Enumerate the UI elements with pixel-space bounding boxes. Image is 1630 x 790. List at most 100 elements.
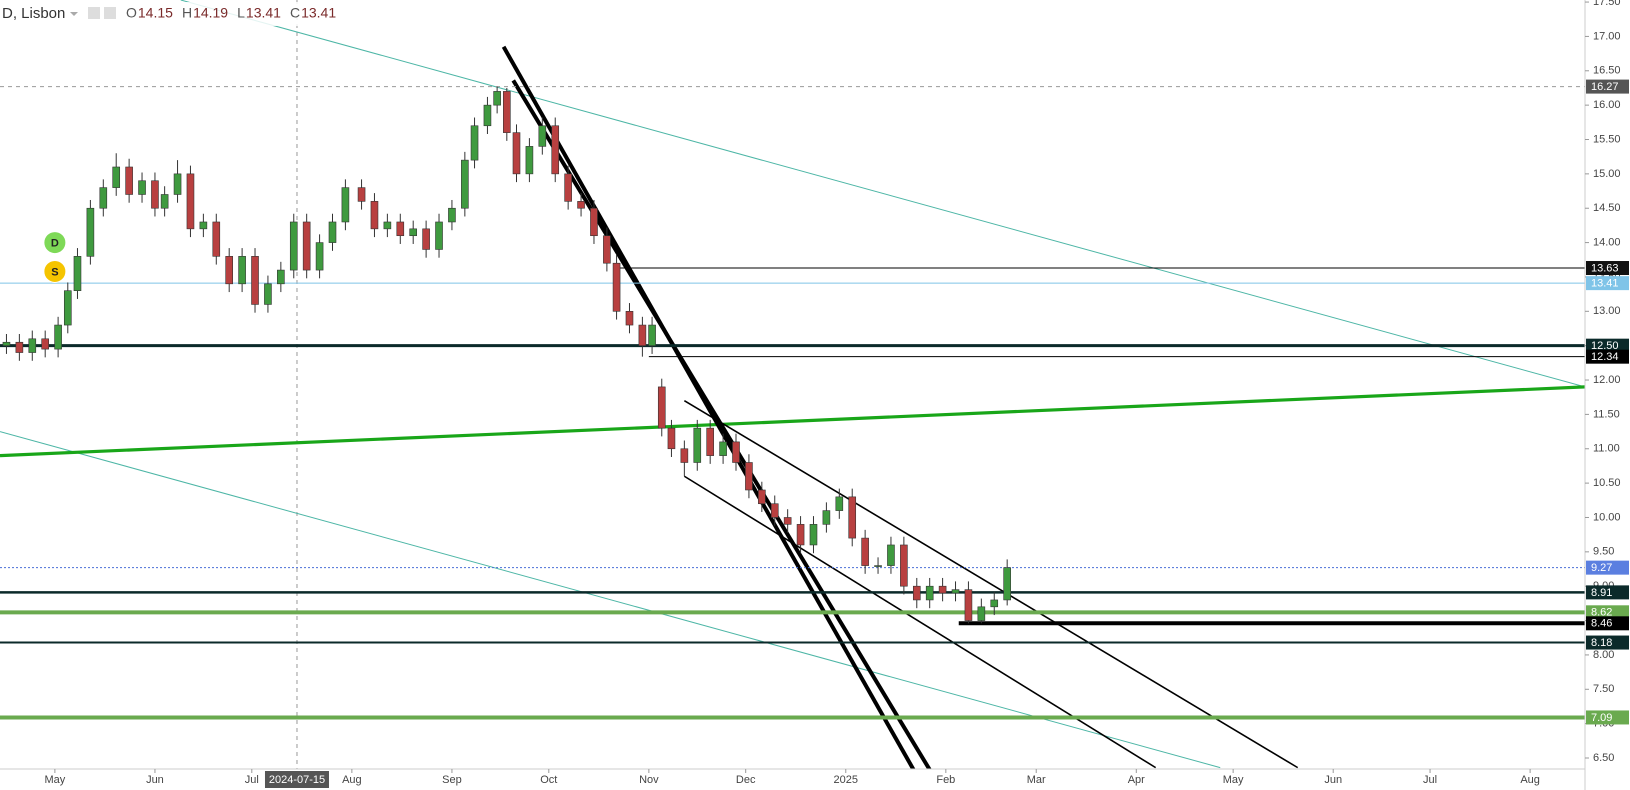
candle-body — [512, 132, 521, 175]
ohlc-key: C — [290, 5, 300, 21]
candle-body — [264, 283, 272, 305]
candle-body — [745, 462, 753, 491]
y-tick-label: 17.50 — [1593, 0, 1621, 8]
icon[interactable] — [88, 7, 100, 19]
signal-marker — [43, 231, 67, 255]
candle-body — [680, 448, 689, 463]
candle-body — [848, 496, 857, 539]
trend-line — [180, 0, 1585, 388]
price-badge — [1586, 79, 1629, 94]
candle-body — [302, 221, 311, 271]
y-tick-label: 6.50 — [1593, 752, 1614, 764]
axes: 6.507.007.508.008.509.009.5010.0010.5011… — [44, 0, 1629, 788]
candle-body — [861, 537, 869, 566]
signal-marker — [43, 259, 67, 283]
plot-area: DS — [0, 0, 1585, 769]
y-tick-label: 8.00 — [1593, 649, 1614, 661]
x-tick-label: May — [1223, 774, 1244, 786]
candle-body — [470, 125, 479, 161]
price-badge-label: 12.50 — [1591, 340, 1619, 352]
price-badge-label: 12.34 — [1591, 351, 1619, 363]
price-badge-label: 9.27 — [1591, 562, 1612, 574]
x-tick-label: Jul — [1423, 774, 1437, 786]
candle-body — [874, 565, 882, 567]
x-tick-label: Sep — [442, 774, 462, 786]
candle-body — [990, 599, 999, 608]
legend-header: D, Lisbon O 14.15 H 14.19 L 13.41 C 13.41 — [0, 2, 345, 26]
candle-body — [461, 159, 469, 209]
price-badge — [1586, 560, 1629, 575]
candle-body — [186, 173, 195, 230]
candle-body — [503, 91, 511, 133]
candle-body — [1003, 567, 1011, 601]
trend-line — [0, 385, 1585, 458]
y-tick-label: 15.00 — [1593, 168, 1621, 180]
y-tick-label: 13.00 — [1593, 305, 1621, 317]
ohlc-key: H — [182, 5, 192, 21]
price-badge — [1586, 605, 1629, 620]
price-badge-label: 8.62 — [1591, 607, 1612, 619]
x-tick-label: 2025 — [834, 774, 858, 786]
y-tick-label: 16.00 — [1593, 99, 1621, 111]
candle-body — [770, 503, 779, 518]
y-tick-label: 12.00 — [1593, 374, 1621, 386]
candle-body — [28, 338, 37, 353]
x-tick-label: Aug — [342, 774, 362, 786]
candle-body — [41, 338, 49, 350]
candle-body — [732, 441, 740, 463]
trend-line — [683, 399, 1299, 769]
y-tick-label: 10.50 — [1593, 477, 1621, 489]
candle-body — [173, 173, 182, 195]
price-badge-label: 8.46 — [1591, 618, 1612, 630]
x-tick-label: Jul — [245, 774, 259, 786]
candle-body — [577, 201, 585, 209]
candle-body — [835, 496, 844, 511]
candle-body — [448, 207, 456, 223]
price-badge — [1586, 338, 1629, 353]
y-tick-label: 9.50 — [1593, 546, 1614, 558]
ohlc-value: 13.41 — [301, 5, 336, 21]
crosshair-label: 2024-07-15 — [269, 774, 325, 786]
candle-body — [125, 166, 133, 195]
candle-body — [667, 427, 676, 450]
candle-body — [315, 242, 324, 271]
candle-body — [964, 589, 973, 621]
price-badge-label: 13.41 — [1591, 278, 1619, 290]
price-badge — [1586, 276, 1629, 291]
candle-body — [15, 341, 24, 353]
price-badge — [1586, 585, 1629, 600]
trend-line — [501, 45, 916, 769]
price-badge — [1586, 635, 1629, 650]
candle-body — [409, 228, 417, 237]
candle-body — [396, 221, 405, 237]
y-tick-label: 17.00 — [1593, 30, 1621, 42]
candle-body — [648, 324, 656, 346]
candle-body — [435, 221, 443, 250]
icon[interactable] — [104, 7, 116, 19]
x-tick-label: Jun — [1324, 774, 1342, 786]
x-tick-label: Aug — [1520, 774, 1540, 786]
candle-body — [383, 221, 392, 230]
candle-body — [719, 441, 727, 456]
x-tick-label: Jun — [146, 774, 164, 786]
price-badge-label: 8.18 — [1591, 637, 1612, 649]
y-tick-label: 11.50 — [1593, 408, 1620, 420]
candle-body — [151, 180, 159, 209]
ohlc-value: 13.41 — [246, 5, 281, 21]
candle-body — [54, 324, 62, 350]
candle-body — [160, 194, 169, 209]
candle-body — [977, 606, 986, 621]
candle-body — [638, 324, 647, 346]
header-bg — [0, 2, 345, 26]
price-badge-label: 16.27 — [1591, 81, 1619, 93]
candle-body — [422, 228, 430, 250]
ohlc-value: 14.19 — [193, 5, 228, 21]
y-tick-label: 10.00 — [1593, 511, 1621, 523]
dropdown-caret[interactable] — [70, 12, 78, 16]
candle-body — [706, 427, 714, 456]
candle-body — [758, 489, 766, 505]
candle-body — [951, 589, 960, 594]
candle-body — [657, 386, 666, 429]
y-tick-label: 7.50 — [1593, 683, 1614, 695]
